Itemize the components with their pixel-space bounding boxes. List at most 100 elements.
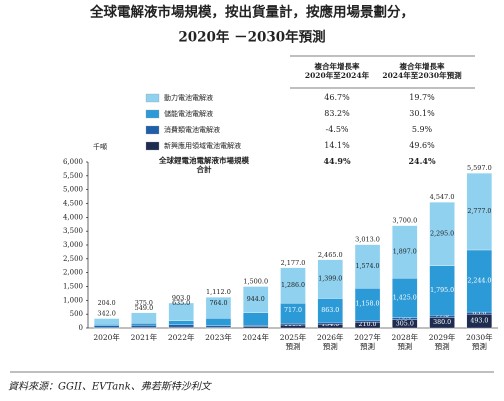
bar-segment <box>205 318 232 326</box>
total-label: 5,597.0 <box>467 164 492 172</box>
value-label: 764.0 <box>209 300 227 307</box>
bar-segment <box>354 288 381 321</box>
total-label: 549.0 <box>135 304 154 312</box>
value-label: 493.0 <box>470 318 488 325</box>
value-label: 77.0 <box>435 312 449 319</box>
legend-swatch <box>145 109 160 119</box>
x-tick-label: 2028年 預測 <box>391 333 419 351</box>
legend-label: 消費類電池電解液 <box>164 125 220 134</box>
bar-segment <box>93 318 120 325</box>
bar-segment <box>168 324 194 328</box>
x-tick-label: 2020年 <box>93 333 120 342</box>
bar-segment <box>243 312 269 326</box>
bar-segment <box>429 265 455 316</box>
bar-segment <box>168 302 194 321</box>
cagr-value: 83.2% <box>324 109 350 118</box>
value-label: 58.0 <box>100 307 114 314</box>
bar-segment <box>131 325 157 328</box>
bar-segment <box>131 323 157 326</box>
value-label: 2,295.0 <box>430 230 454 237</box>
total-label: 2,177.0 <box>281 259 306 267</box>
chart-title: 全球電解液市場規模，按出貨量計，按應用場景劃分， <box>89 4 414 21</box>
x-tick-label: 2024年 <box>242 333 270 342</box>
value-label: 1,425.0 <box>393 294 417 301</box>
legend-label: 儲能電池電解液 <box>164 109 213 118</box>
y-tick-label: 0 <box>79 324 83 332</box>
total-label: 3,700.0 <box>392 217 417 225</box>
value-label: 1,286.0 <box>281 282 305 289</box>
source: 資料來源：GGII、EVTank、弗若斯特沙利文 <box>8 381 213 393</box>
bar-segment <box>131 312 157 324</box>
total-label: 4,547.0 <box>430 193 455 201</box>
cagr-value: 46.7% <box>324 93 350 102</box>
y-axis-unit: 千噸 <box>93 142 107 151</box>
value-label: 1,574.0 <box>356 263 380 270</box>
value-label: 204.0 <box>98 300 116 307</box>
y-tick-label: 2,500 <box>63 255 83 263</box>
y-tick-label: 500 <box>70 310 83 318</box>
total-label: 1,112.0 <box>206 288 231 296</box>
bar-segment <box>392 277 418 318</box>
bar-segment <box>205 325 232 328</box>
y-tick-label: 4,000 <box>63 213 83 221</box>
y-tick-label: 4,500 <box>63 200 83 208</box>
legend-label: 動力電池電解液 <box>164 93 213 102</box>
y-tick-label: 6,000 <box>63 158 83 166</box>
bar-segment <box>280 267 306 304</box>
y-tick-label: 3,000 <box>63 241 83 249</box>
x-tick-label: 2030年 預測 <box>466 333 493 351</box>
value-label: 79.0 <box>137 307 151 314</box>
legend-swatch <box>145 125 160 135</box>
bar-segment <box>243 325 269 327</box>
y-tick-label: 1,000 <box>63 296 83 304</box>
bar-segment <box>354 244 381 289</box>
value-label: 210.0 <box>359 321 377 328</box>
value-label: 1,158.0 <box>356 301 380 308</box>
total-label: 3,013.0 <box>355 236 380 244</box>
y-tick-label: 5,500 <box>63 172 83 180</box>
x-tick-label: 2023年 <box>205 333 232 342</box>
value-label: 83.0 <box>472 310 486 317</box>
bar-segment <box>280 323 306 326</box>
x-tick-label: 2022年 <box>167 333 195 342</box>
bar-segment <box>429 202 455 266</box>
value-label: 717.0 <box>284 307 302 314</box>
total-label: 1,500.0 <box>243 278 268 286</box>
x-tick-label: 2021年 <box>130 333 158 342</box>
value-label: 69.0 <box>100 314 114 321</box>
value-label: 134.0 <box>321 321 339 328</box>
value-label: 944.0 <box>247 296 265 303</box>
x-tick-label: 2026年 預測 <box>316 333 344 351</box>
bar-segment <box>168 320 194 325</box>
total-cagr: 44.9% <box>323 156 350 166</box>
value-label: 2,244.0 <box>467 278 491 285</box>
y-tick-label: 5,000 <box>63 186 83 194</box>
table-header: 複合年增長率 2024年至2030年預測 <box>382 62 462 80</box>
cagr-value: 5.9% <box>412 125 433 134</box>
bar-segment <box>466 249 493 313</box>
total-label: 342.0 <box>97 310 116 318</box>
bar-segment <box>243 286 269 313</box>
bar-segment <box>205 297 232 319</box>
x-tick-label: 2025年 預測 <box>279 333 307 351</box>
value-label: 1,897.0 <box>393 248 417 255</box>
x-tick-label: 2029年 預測 <box>428 333 456 351</box>
cagr-value: 49.6% <box>409 141 435 150</box>
bar-segment <box>317 259 343 299</box>
y-tick-label: 2,000 <box>63 269 83 277</box>
value-label: 375.0 <box>135 300 153 307</box>
bar-segment <box>93 325 120 328</box>
cagr-value: 14.1% <box>324 141 350 150</box>
value-label: 1,399.0 <box>318 276 342 283</box>
y-tick-label: 1,500 <box>63 283 83 291</box>
value-label: 863.0 <box>321 307 339 314</box>
legend-label: 新興應用領域電池電解液 <box>164 141 241 150</box>
value-label: 380.0 <box>433 319 451 326</box>
y-tick-label: 3,500 <box>63 227 83 235</box>
bar-segment <box>317 322 343 325</box>
bar-segment <box>392 225 418 279</box>
total-row-label: 全球鋰電池電解液市場規模 合計 <box>159 156 249 174</box>
value-label: 1,795.0 <box>430 287 454 294</box>
